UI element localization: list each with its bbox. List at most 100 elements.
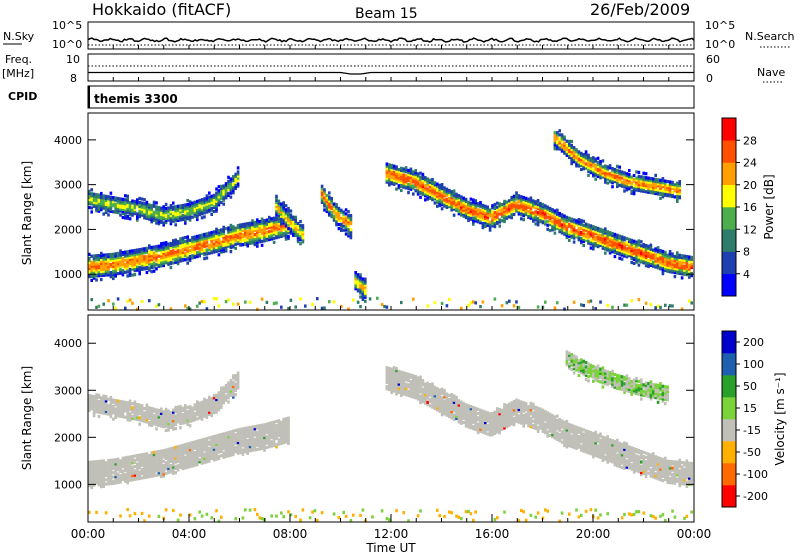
power-cell	[126, 266, 129, 270]
power-cell	[613, 169, 617, 174]
velocity-cell	[229, 432, 233, 436]
velocity-cell	[92, 468, 96, 472]
power-cell	[92, 194, 96, 198]
power-cell	[563, 145, 566, 149]
power-cell	[563, 143, 566, 147]
velocity-cell	[179, 444, 182, 448]
velocity-cell	[152, 457, 156, 461]
power-cell	[277, 235, 281, 239]
power-cell	[102, 202, 105, 206]
velocity-cell	[203, 441, 206, 446]
power-cell	[138, 262, 141, 266]
power-cell	[133, 203, 137, 208]
power-cell	[200, 251, 204, 255]
power-cell	[162, 249, 165, 253]
power-cell	[172, 219, 175, 223]
power-cell	[548, 214, 552, 219]
velocity-cell	[196, 460, 199, 465]
power-cell	[611, 246, 614, 250]
velocity-cell	[179, 417, 182, 421]
velocity-cell	[181, 417, 185, 421]
power-cell	[140, 251, 144, 255]
velocity-cell	[124, 415, 127, 419]
power-cell	[88, 252, 91, 257]
power-cell	[659, 259, 662, 263]
power-cell	[433, 189, 437, 193]
power-cell	[109, 191, 113, 195]
power-cell	[222, 241, 225, 246]
power-cell	[656, 180, 660, 184]
velocity-cell	[150, 419, 153, 423]
power-cell	[248, 227, 252, 231]
power-cell	[258, 238, 261, 242]
velocity-cell	[236, 379, 240, 384]
power-cell	[152, 261, 156, 265]
power-cell	[114, 272, 117, 276]
power-cell	[107, 269, 110, 273]
power-cell	[131, 301, 134, 305]
power-cell	[124, 208, 127, 212]
velocity-cell	[107, 469, 110, 473]
power-cell	[169, 203, 173, 208]
power-cell	[196, 244, 199, 249]
power-cell	[109, 258, 113, 263]
power-cell	[676, 181, 679, 185]
power-cell	[148, 205, 151, 209]
velocity-cell	[234, 384, 237, 388]
velocity-cell	[232, 384, 235, 389]
power-cell	[647, 250, 650, 254]
velocity-cell	[186, 448, 189, 452]
power-cell	[167, 254, 170, 258]
power-cell	[114, 196, 117, 200]
power-cell	[330, 206, 333, 211]
power-cell	[253, 226, 257, 231]
power-cell	[124, 206, 127, 210]
velocity-cell	[239, 429, 242, 434]
power-cell	[553, 225, 557, 229]
power-cell	[524, 198, 528, 202]
velocity-cell	[222, 390, 225, 394]
power-cell	[265, 230, 269, 234]
power-cell	[268, 237, 271, 242]
velocity-cell	[229, 440, 233, 445]
power-cell	[613, 244, 617, 249]
power-cell	[491, 204, 494, 208]
power-cell	[666, 185, 669, 190]
power-cell	[155, 221, 158, 225]
power-cell	[169, 214, 173, 218]
power-cell	[498, 208, 501, 212]
power-cell	[157, 258, 161, 262]
power-cell	[508, 211, 511, 215]
velocity-cell	[90, 473, 93, 477]
power-cell	[102, 265, 105, 269]
power-cell	[109, 195, 113, 199]
power-cell	[344, 224, 348, 228]
power-cell	[155, 201, 158, 205]
velocity-cell	[212, 402, 216, 406]
power-cell	[404, 178, 408, 182]
power-cell	[659, 249, 662, 253]
power-cell	[203, 197, 206, 201]
power-cell	[200, 245, 204, 249]
velocity-cell	[203, 412, 206, 416]
power-cell	[604, 164, 607, 168]
velocity-cell	[188, 448, 192, 452]
power-cell	[659, 255, 662, 259]
power-cell	[428, 190, 432, 194]
velocity-cell	[145, 405, 149, 409]
power-cell	[184, 239, 187, 244]
velocity-cell	[227, 381, 230, 385]
power-cell	[440, 185, 444, 189]
velocity-cell	[200, 440, 204, 444]
power-cell	[512, 212, 516, 216]
velocity-cell	[143, 467, 146, 471]
velocity-cell	[217, 450, 221, 454]
velocity-cell	[150, 409, 153, 413]
power-cell	[248, 239, 252, 244]
power-cell	[176, 212, 180, 216]
power-cell	[280, 216, 283, 220]
power-cell	[224, 243, 228, 247]
power-cell	[272, 240, 276, 244]
power-cell	[688, 267, 691, 271]
